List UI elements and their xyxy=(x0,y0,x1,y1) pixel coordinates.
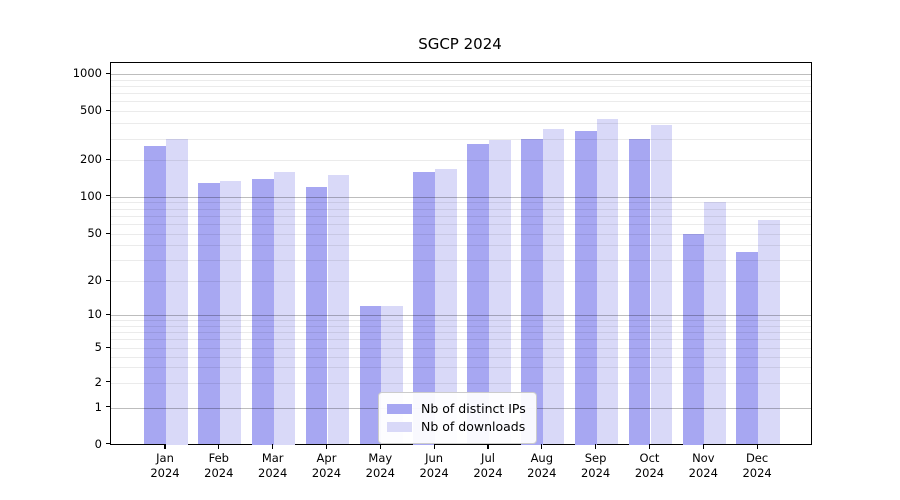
gridline-minor xyxy=(111,356,811,358)
legend: Nb of distinct IPs Nb of downloads xyxy=(378,392,537,444)
gridline-minor xyxy=(111,85,811,87)
gridline-major xyxy=(111,315,811,316)
x-tick-label: Oct 2024 xyxy=(634,450,665,481)
bar-ips-nov xyxy=(682,234,705,445)
bar-ips-apr xyxy=(305,187,328,445)
gridline-minor xyxy=(111,245,811,247)
bar-ips-jun xyxy=(413,172,436,445)
bar-downloads-nov xyxy=(704,202,726,445)
bar-downloads-mar xyxy=(273,172,296,445)
gridline-minor xyxy=(111,281,811,282)
bar-downloads-sep xyxy=(596,119,619,445)
x-tick-label: Jul 2024 xyxy=(473,450,503,481)
legend-swatch-downloads xyxy=(387,421,412,432)
gridline-major xyxy=(111,74,811,75)
gridline-minor xyxy=(111,325,811,327)
y-tick-label: 1 xyxy=(94,399,102,414)
gridline-minor xyxy=(111,111,811,112)
gridline-minor xyxy=(111,138,811,140)
x-tick-label: Apr 2024 xyxy=(311,450,342,481)
gridline-minor xyxy=(111,224,811,226)
plot-area xyxy=(110,62,812,445)
bar-ips-feb xyxy=(198,182,220,445)
y-tick-label: 1000 xyxy=(72,66,102,80)
x-tick-label: Nov 2024 xyxy=(688,450,718,481)
x-tick-label: Feb 2024 xyxy=(204,450,234,481)
gridline-minor xyxy=(111,208,811,210)
y-tick-label: 20 xyxy=(87,273,102,287)
gridline-minor xyxy=(111,215,811,217)
gridline-minor xyxy=(111,123,811,124)
chart-title: SGCP 2024 xyxy=(418,35,502,53)
legend-label-downloads: Nb of downloads xyxy=(421,419,526,434)
y-tick-label: 0 xyxy=(94,436,102,451)
gridline-minor xyxy=(111,382,811,384)
gridline-minor xyxy=(111,260,811,262)
gridline-minor xyxy=(111,234,811,235)
y-tick-label: 50 xyxy=(87,226,102,240)
bar-downloads-feb xyxy=(219,180,242,445)
gridline-major xyxy=(111,196,811,198)
bars-layer xyxy=(111,63,811,445)
y-tick-label: 100 xyxy=(80,188,102,203)
gridline-minor xyxy=(111,160,811,162)
legend-label-distinct-ips: Nb of distinct IPs xyxy=(421,401,526,416)
bar-downloads-aug xyxy=(542,128,565,445)
y-tick-label: 200 xyxy=(80,152,102,167)
bar-ips-may xyxy=(359,306,382,445)
bar-ips-jul xyxy=(467,144,489,445)
bar-ips-jan xyxy=(144,146,166,445)
bar-downloads-oct xyxy=(650,125,673,445)
bar-ips-sep xyxy=(574,131,597,445)
gridline-minor xyxy=(111,348,811,349)
bar-ips-aug xyxy=(521,138,543,445)
gridline-minor xyxy=(111,101,811,103)
bar-downloads-apr xyxy=(327,175,350,445)
y-tick-label: 5 xyxy=(94,340,102,354)
gridline-minor xyxy=(111,367,811,369)
x-tick-label: Sep 2024 xyxy=(580,450,611,481)
gridline-minor xyxy=(111,320,811,321)
bar-ips-oct xyxy=(628,138,651,445)
legend-item-downloads: Nb of downloads xyxy=(387,419,526,434)
bar-ips-mar xyxy=(252,179,274,445)
x-tick-label: Jan 2024 xyxy=(150,450,180,481)
bar-ips-dec xyxy=(736,252,759,445)
legend-swatch-distinct-ips xyxy=(387,403,412,414)
gridline-minor xyxy=(111,202,811,204)
x-tick-label: Aug 2024 xyxy=(527,450,557,481)
x-tick-label: Dec 2024 xyxy=(742,450,772,481)
gridline-minor xyxy=(111,93,811,94)
y-tick-label: 10 xyxy=(87,307,102,321)
bar-downloads-jul xyxy=(489,140,511,445)
gridline-minor xyxy=(111,339,811,341)
legend-item-distinct-ips: Nb of distinct IPs xyxy=(387,401,526,416)
y-tick-label: 500 xyxy=(80,103,102,117)
grid-layer xyxy=(111,63,811,444)
bar-downloads-dec xyxy=(758,219,780,445)
bar-downloads-jan xyxy=(166,138,188,445)
bar-downloads-jun xyxy=(435,168,457,445)
gridline-minor xyxy=(111,79,811,81)
x-tick-label: Jun 2024 xyxy=(419,450,449,481)
x-tick-label: Mar 2024 xyxy=(258,450,288,481)
x-tick-label: May 2024 xyxy=(365,450,395,481)
gridline-minor xyxy=(111,332,811,333)
y-tick-label: 2 xyxy=(94,374,102,389)
